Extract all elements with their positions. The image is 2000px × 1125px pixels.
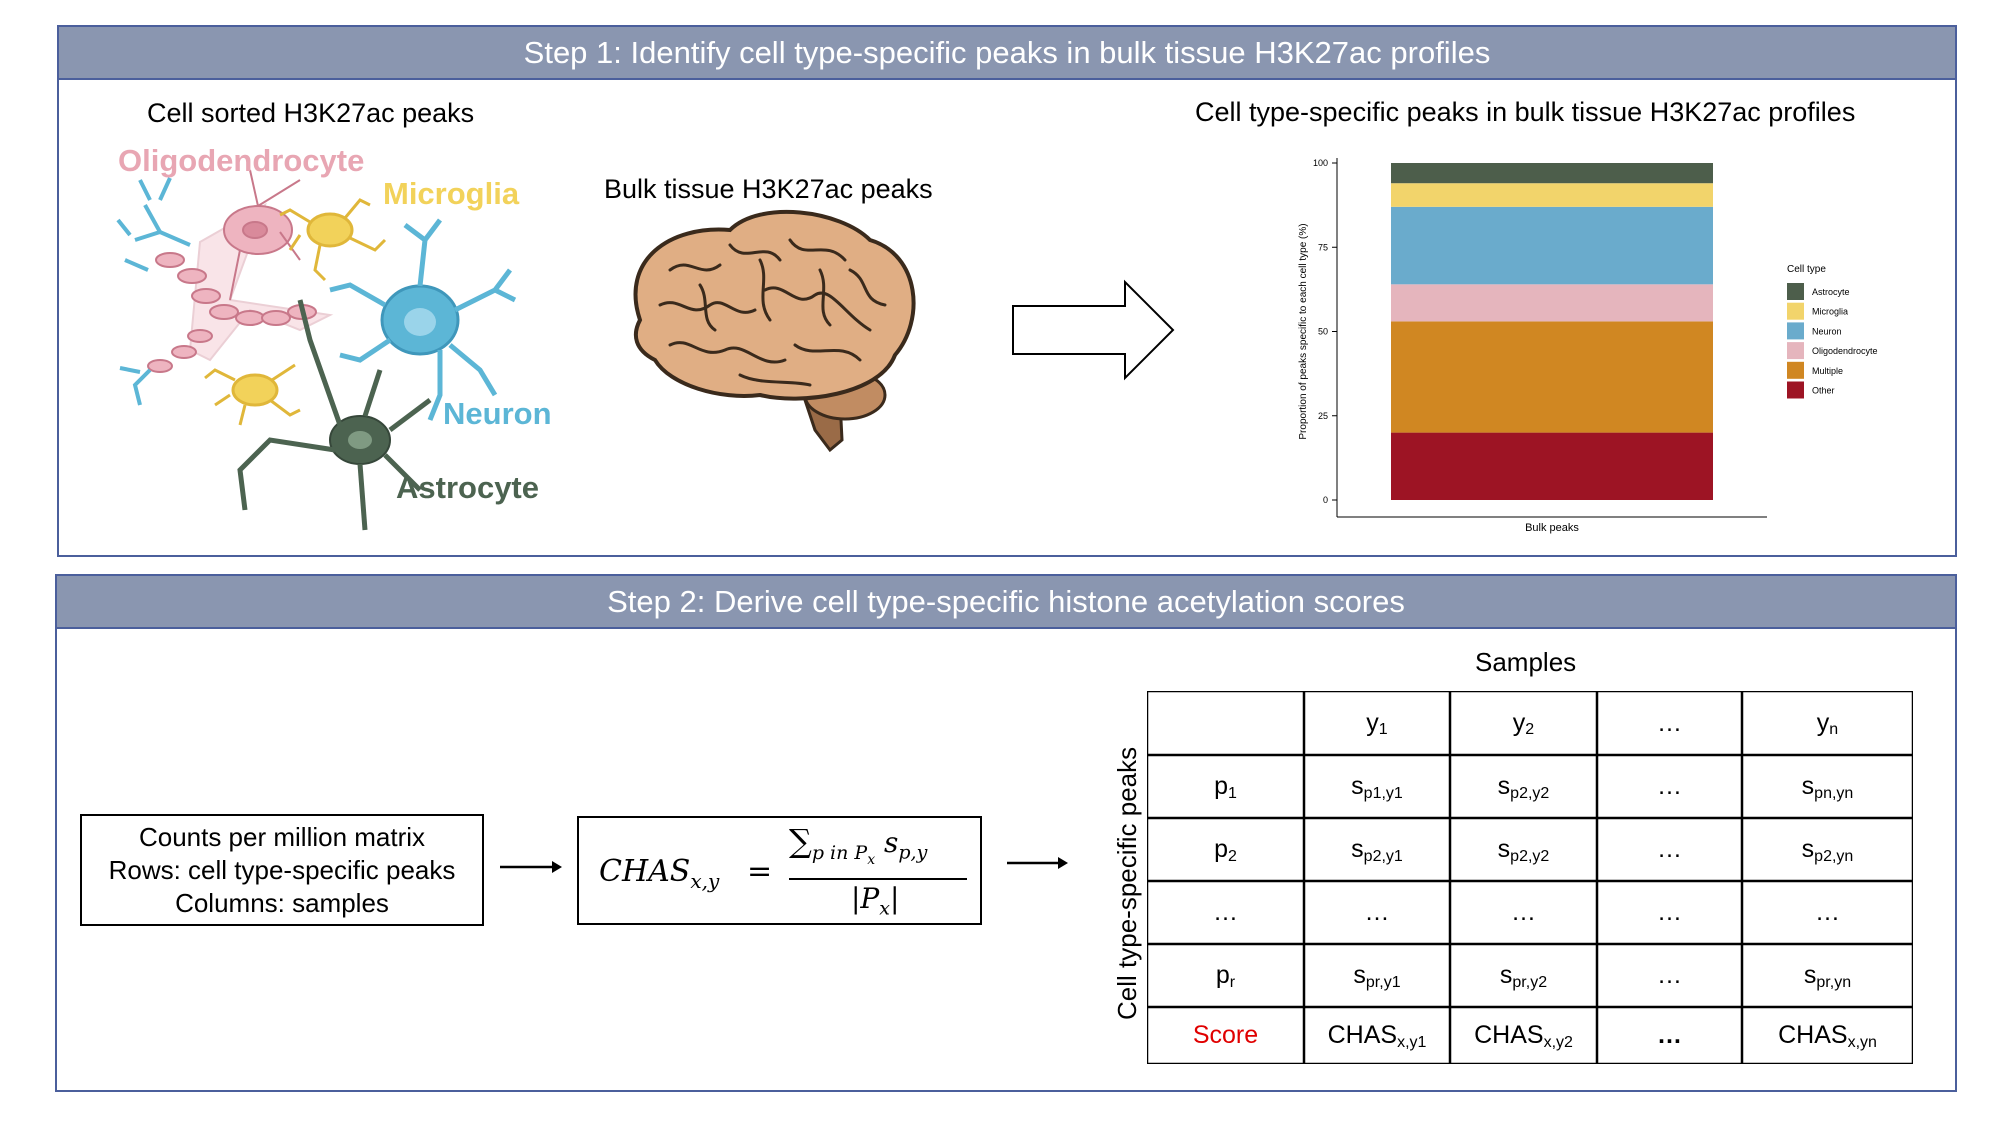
table-cell: … bbox=[1657, 772, 1682, 800]
score-row-cell: Score bbox=[1192, 1021, 1259, 1049]
table-header-cell: … bbox=[1657, 708, 1682, 737]
score-row-cell: CHAS x,yn bbox=[1778, 1021, 1877, 1051]
table-cell: … bbox=[1815, 898, 1840, 926]
matrix-box-line-1: Counts per million matrix bbox=[138, 821, 426, 852]
cell-sorted-label: Cell sorted H3K27ac peaks bbox=[147, 98, 475, 128]
cpm-matrix-box: Counts per million matrix Rows: cell typ… bbox=[80, 814, 484, 926]
table-header-cell bbox=[1147, 691, 1304, 755]
step2-panel: Step 2: Derive cell type-specific histon… bbox=[55, 574, 1957, 1092]
step1-title: Step 1: Identify cell type-specific peak… bbox=[59, 27, 1955, 80]
table-grid bbox=[1147, 691, 1913, 1064]
step2-title: Step 2: Derive cell type-specific histon… bbox=[57, 576, 1955, 629]
chart-title: Cell type-specific peaks in bulk tissue … bbox=[1195, 97, 1856, 127]
table-cell: s p2,yn bbox=[1801, 835, 1854, 865]
table-cell: s p2,y2 bbox=[1497, 835, 1550, 865]
samples-label: Samples bbox=[1475, 647, 1577, 677]
table-cell: s p2,y1 bbox=[1351, 835, 1403, 865]
table-cell: … bbox=[1213, 898, 1238, 926]
table-cell: s p1,y1 bbox=[1351, 772, 1403, 802]
score-row-cell: CHAS x,y2 bbox=[1474, 1021, 1573, 1051]
peaks-axis-label: Cell type-specific peaks bbox=[1112, 746, 1142, 1020]
table-cell: s pr,y1 bbox=[1353, 961, 1401, 991]
formula-equals: = bbox=[747, 854, 773, 889]
formula-denominator: |Px| bbox=[851, 882, 900, 920]
matrix-box-line-3: Columns: samples bbox=[175, 887, 389, 918]
table-cell: s p2,y2 bbox=[1497, 772, 1550, 802]
formula-numerator: ∑p in Px sp,y bbox=[789, 822, 928, 868]
oligodendrocyte-label: Oligodendrocyte bbox=[118, 143, 365, 178]
bulk-tissue-label: Bulk tissue H3K27ac peaks bbox=[604, 174, 933, 204]
table-cell: s pr,yn bbox=[1803, 961, 1852, 991]
chas-score-table: y 1 y 2 … y n p 1 s p1,y1 s p2,y2 … s pn,yn p 2 s p2,y1 s p2,… bbox=[1147, 691, 1913, 1064]
table-cell: s pn,yn bbox=[1801, 772, 1854, 802]
formula-lhs: CHASx,y bbox=[599, 854, 720, 893]
astrocyte-label: Astrocyte bbox=[396, 470, 539, 505]
table-cell: … bbox=[1657, 961, 1682, 989]
score-row-cell: … bbox=[1657, 1021, 1682, 1049]
table-cell: … bbox=[1657, 898, 1682, 926]
chas-formula-box: CHASx,y = ∑p in Px sp,y |Px| bbox=[577, 816, 982, 925]
matrix-box-line-2: Rows: cell type-specific peaks bbox=[108, 854, 456, 885]
microglia-label: Microglia bbox=[383, 176, 520, 211]
fraction-bar bbox=[789, 878, 967, 880]
table-cell: … bbox=[1657, 835, 1682, 863]
table-cell: s pr,y2 bbox=[1499, 961, 1548, 991]
neuron-label: Neuron bbox=[443, 396, 552, 431]
score-row-cell: CHAS x,y1 bbox=[1327, 1021, 1427, 1051]
table-cell: … bbox=[1511, 898, 1536, 926]
table-cell: … bbox=[1364, 898, 1390, 926]
